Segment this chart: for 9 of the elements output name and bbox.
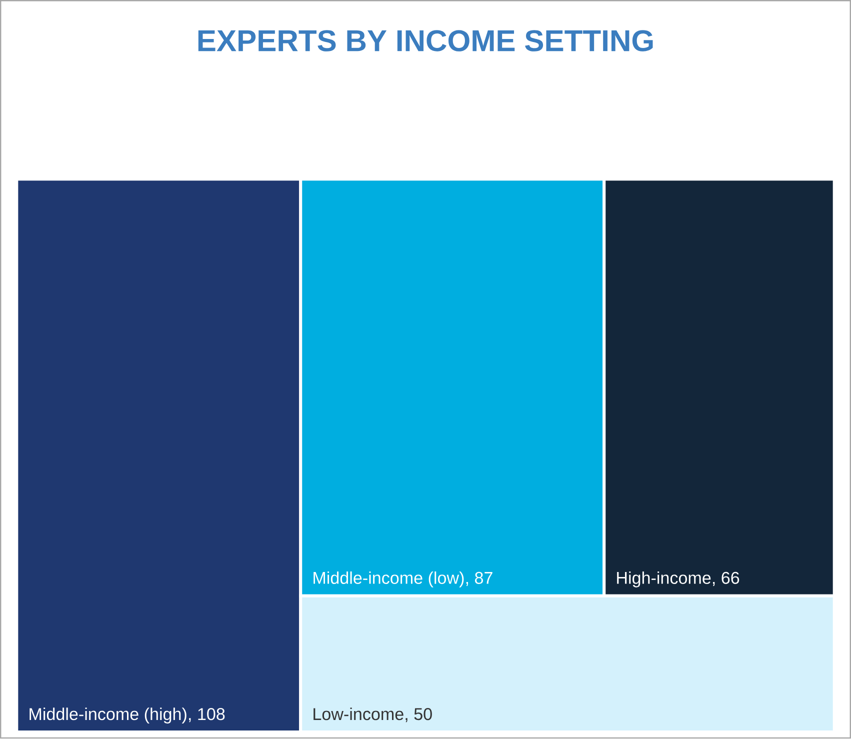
text: EXPERTS BY INCOME SETTING	[198, 30, 653, 52]
data-label: , 66	[712, 572, 740, 586]
category-label: Middle-income (low)	[314, 572, 464, 588]
data-label: , 108	[189, 708, 225, 722]
data-label: , 87	[466, 572, 492, 586]
data-label: , 50	[406, 708, 432, 722]
category-label: Low-income	[314, 708, 404, 720]
category-label: High-income	[617, 572, 711, 588]
category-label: Middle-income (high)	[30, 708, 186, 724]
